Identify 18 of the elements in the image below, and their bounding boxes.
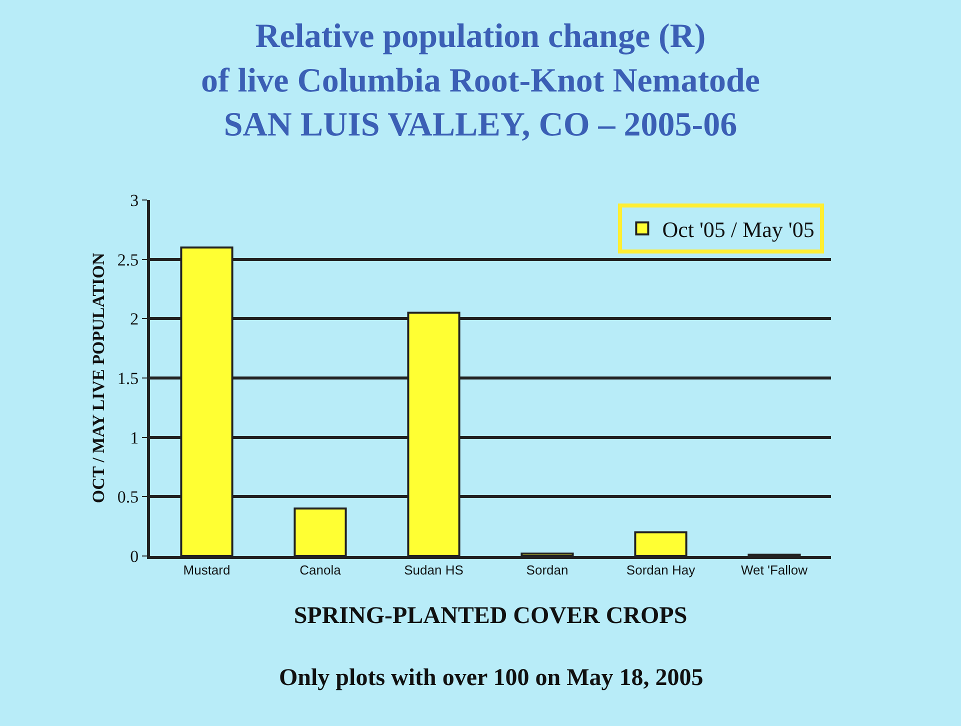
x-tick-label: Sordan (526, 562, 568, 578)
x-tick-label: Canola (300, 562, 342, 578)
y-tick-label: 1 (130, 428, 139, 448)
y-tick-label: 1.5 (117, 368, 139, 388)
x-tick-label: Sudan HS (404, 562, 464, 578)
y-axis-title: OCT / MAY LIVE POPULATION (89, 252, 108, 504)
x-tick-label: Sordan Hay (626, 562, 696, 578)
legend-label: Oct '05 / May '05 (662, 216, 814, 242)
chart-title: Relative population change (R) of live Columbia Root-Knot Nematode SAN LUIS VALLEY, CO – 2005-06 (200, 18, 760, 144)
y-tick-label: 0 (130, 546, 139, 566)
x-axis-title: SPRING-PLANTED COVER CROPS (294, 602, 688, 629)
y-tick-label: 0.5 (117, 488, 139, 507)
y-tick-label: 3 (130, 190, 139, 210)
y-tick-label: 2 (130, 310, 139, 329)
x-tick-label: Wet 'Fallow (740, 562, 808, 578)
text: Only plots with over 100 on May 18, 2005 (279, 665, 704, 691)
y-tick-label: 2.5 (117, 250, 139, 270)
x-tick-label: Mustard (183, 562, 230, 578)
